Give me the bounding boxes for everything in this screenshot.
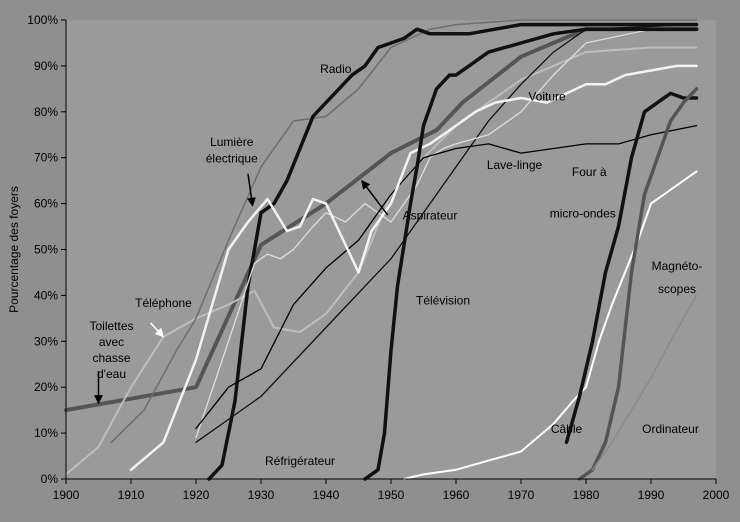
x-tick-label: 1930 — [248, 488, 275, 502]
series-line-voiture — [129, 64, 698, 472]
x-tick-label: 2000 — [703, 488, 730, 502]
series-line-cable — [403, 170, 698, 480]
series-label-cable: Câble — [551, 422, 583, 436]
series-label-avec: avec — [99, 335, 124, 349]
y-axis-title: Pourcentage des foyers — [7, 186, 21, 313]
series-line-lumiere-electrique — [110, 19, 698, 444]
series-line-toilettes-avec-chasse-d-eau — [64, 27, 699, 413]
series-label-electrique: électrique — [206, 151, 258, 165]
x-tick-label: 1960 — [443, 488, 470, 502]
y-tick-label: 70% — [34, 151, 58, 165]
series-line-lave-linge — [195, 124, 698, 430]
plot-area — [66, 20, 716, 479]
y-tick-label: 100% — [27, 13, 58, 27]
series-label-lave-linge: Lave-linge — [487, 158, 543, 172]
series-label-radio: Radio — [320, 62, 352, 76]
annotation-arrow — [246, 173, 256, 207]
series-line-four-a-micro-ondes — [564, 91, 699, 445]
y-tick-label: 60% — [34, 197, 58, 211]
y-tick-label: 50% — [34, 243, 58, 257]
x-tick-label: 1950 — [378, 488, 405, 502]
series-label-lumiere: Lumière — [210, 135, 254, 149]
series-label-voiture: Voiture — [528, 89, 566, 103]
x-tick-label: 1920 — [183, 488, 210, 502]
series-label-d-eau: d'eau — [97, 367, 126, 381]
y-tick-label: 10% — [34, 426, 58, 440]
x-tick-label: 1900 — [53, 488, 80, 502]
annotation-arrow — [149, 322, 165, 338]
series-line-aspirateur — [195, 28, 698, 439]
x-tick-label: 1910 — [118, 488, 145, 502]
x-tick-label: 1940 — [313, 488, 340, 502]
annotation-arrow — [361, 179, 389, 216]
series-label-ordinateur: Ordinateur — [642, 422, 699, 436]
x-tick-label: 1980 — [573, 488, 600, 502]
series-label-micro-ondes: micro-ondes — [550, 206, 616, 220]
series-line-telephone — [65, 46, 698, 476]
x-tick-label: 1970 — [508, 488, 535, 502]
series-label-scopes: scopes — [658, 282, 696, 296]
y-tick-label: 20% — [34, 380, 58, 394]
series-label-telephone: Téléphone — [135, 296, 192, 310]
series-label-chasse: chasse — [92, 351, 130, 365]
series-label-four-a: Four à — [572, 165, 607, 179]
series-label-television: Télévision — [416, 294, 470, 308]
series-label-toilettes: Toilettes — [89, 319, 133, 333]
series-line-magnetoscopes — [577, 87, 699, 481]
series-line-refrigerateur — [195, 23, 698, 443]
y-tick-label: 40% — [34, 288, 58, 302]
series-label-magneto: Magnéto- — [652, 259, 703, 273]
series-line-television — [363, 27, 699, 481]
y-tick-label: 80% — [34, 105, 58, 119]
series-label-aspirateur: Aspirateur — [403, 209, 458, 223]
series-line-ordinateur — [591, 294, 698, 471]
y-tick-label: 90% — [34, 59, 58, 73]
y-tick-label: 30% — [34, 334, 58, 348]
series-label-refrigerateur: Réfrigérateur — [265, 454, 335, 468]
series-line-radio — [207, 22, 699, 481]
y-tick-label: 0% — [41, 472, 59, 486]
x-tick-label: 1990 — [638, 488, 665, 502]
